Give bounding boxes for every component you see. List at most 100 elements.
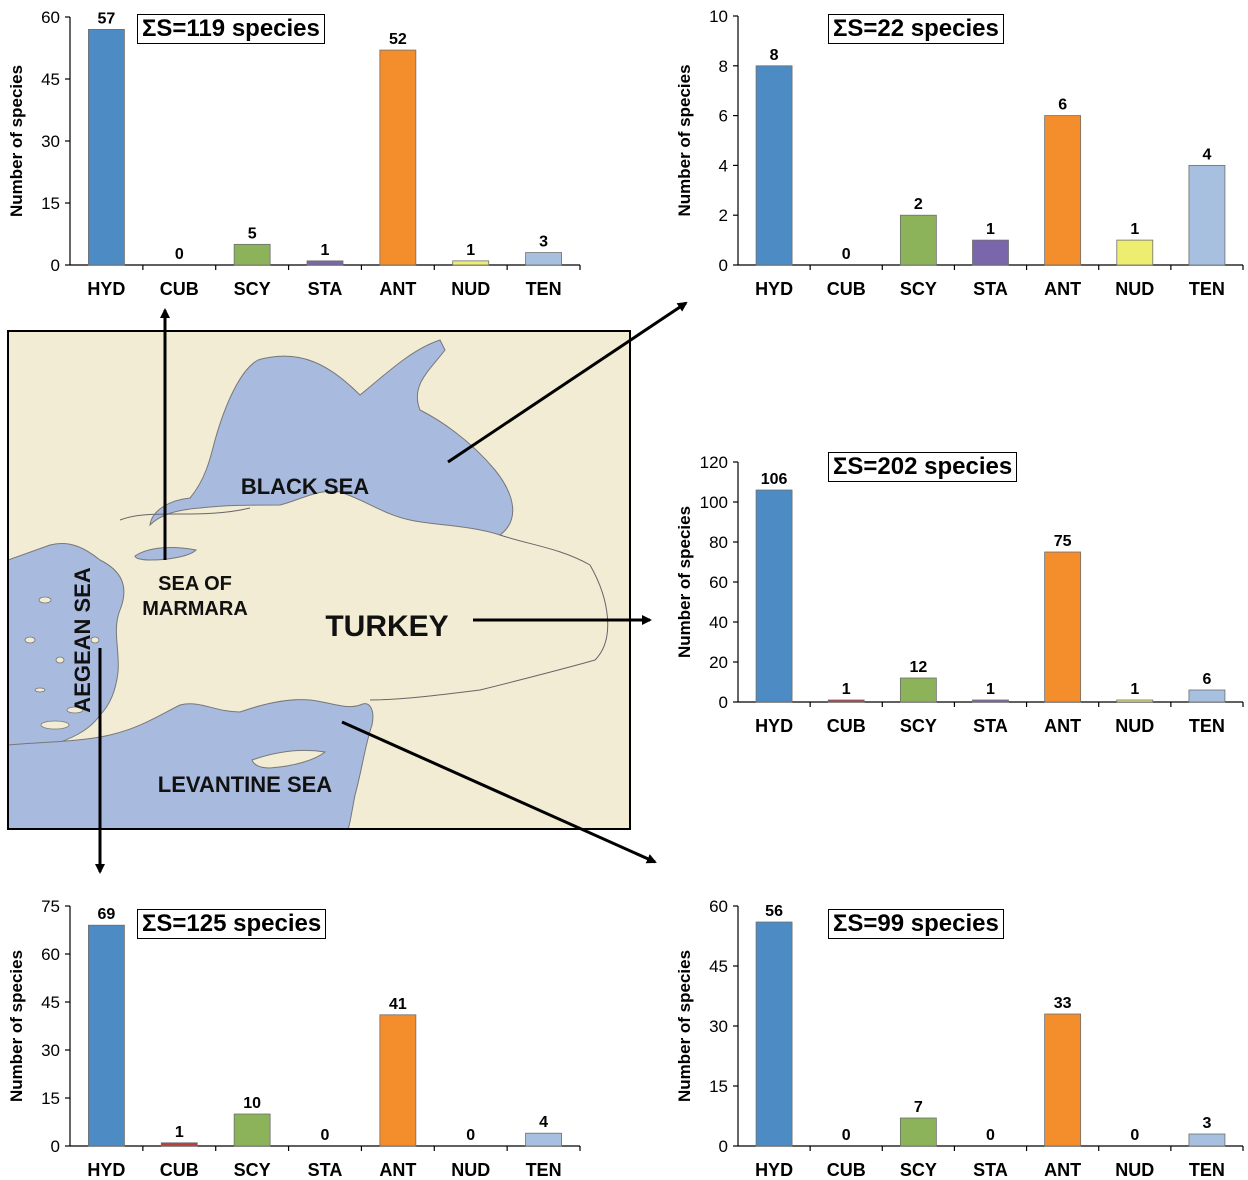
x-tick-label: CUB (827, 279, 866, 299)
x-tick-label: CUB (160, 1160, 199, 1180)
x-tick-label: NUD (451, 279, 490, 299)
bar-value-label: 3 (539, 234, 548, 251)
bar-scy (900, 678, 936, 702)
bar-ant (380, 50, 416, 265)
bar-hyd (756, 66, 792, 265)
bar-value-label: 1 (1130, 681, 1139, 698)
bar-value-label: 0 (466, 1127, 475, 1144)
bar-value-label: 57 (98, 10, 116, 27)
y-tick-label: 75 (41, 897, 60, 916)
y-tick-label: 60 (709, 897, 728, 916)
y-tick-label: 30 (709, 1017, 728, 1036)
bar-value-label: 106 (761, 471, 788, 488)
bar-value-label: 41 (389, 996, 407, 1013)
y-axis-label: Number of species (7, 950, 26, 1102)
x-tick-label: ANT (1044, 716, 1081, 736)
y-axis-label: Number of species (675, 64, 694, 216)
bar-value-label: 0 (842, 246, 851, 263)
x-tick-label: CUB (827, 716, 866, 736)
bar-scy (234, 1114, 270, 1146)
bar-hyd (756, 922, 792, 1146)
bar-ant (1045, 116, 1081, 265)
bar-value-label: 10 (243, 1095, 261, 1112)
bar-value-label: 2 (914, 196, 923, 213)
bar-value-label: 69 (98, 906, 116, 923)
y-tick-label: 0 (719, 693, 728, 712)
x-tick-label: SCY (900, 716, 937, 736)
bar-value-label: 4 (539, 1114, 548, 1131)
bar-value-label: 4 (1202, 146, 1211, 163)
x-tick-label: SCY (900, 1160, 937, 1180)
bar-sta (307, 261, 343, 265)
y-tick-label: 8 (719, 57, 728, 76)
bar-value-label: 8 (770, 47, 779, 64)
y-tick-label: 45 (709, 957, 728, 976)
x-tick-label: NUD (1115, 1160, 1154, 1180)
bar-nud (1117, 240, 1153, 265)
y-tick-label: 10 (709, 7, 728, 26)
map-label-sea-of-marmara-1: SEA OF (158, 573, 232, 595)
bar-ant (380, 1015, 416, 1146)
bar-sta (973, 700, 1009, 702)
map-label-aegean-sea: AEGEAN SEA (70, 567, 95, 713)
x-tick-label: TEN (1189, 716, 1225, 736)
x-tick-label: HYD (87, 279, 125, 299)
bar-value-label: 6 (1058, 97, 1067, 114)
y-tick-label: 60 (41, 945, 60, 964)
map-label-sea-of-marmara-2: MARMARA (142, 598, 248, 620)
y-tick-label: 0 (719, 256, 728, 275)
x-tick-label: STA (973, 1160, 1008, 1180)
x-tick-label: CUB (160, 279, 199, 299)
y-tick-label: 60 (709, 573, 728, 592)
y-tick-label: 0 (719, 1137, 728, 1156)
x-tick-label: ANT (1044, 1160, 1081, 1180)
species-total-black-sea: ΣS=22 species (828, 14, 1004, 44)
y-tick-label: 45 (41, 993, 60, 1012)
bar-value-label: 3 (1202, 1115, 1211, 1132)
bar-ten (526, 253, 562, 265)
map-label-black-sea: BLACK SEA (241, 474, 369, 499)
bar-ant (1045, 552, 1081, 702)
x-tick-label: STA (973, 279, 1008, 299)
y-tick-label: 100 (700, 493, 728, 512)
x-tick-label: SCY (900, 279, 937, 299)
bar-value-label: 5 (248, 225, 257, 242)
bar-value-label: 1 (321, 242, 330, 259)
map-label-levantine-sea: LEVANTINE SEA (158, 772, 333, 797)
x-tick-label: ANT (379, 1160, 416, 1180)
bar-value-label: 0 (321, 1127, 330, 1144)
x-tick-label: STA (973, 716, 1008, 736)
bar-value-label: 1 (466, 242, 475, 259)
bar-value-label: 12 (909, 659, 927, 676)
bar-ant (1045, 1014, 1081, 1146)
y-tick-label: 60 (41, 8, 60, 27)
bar-value-label: 1 (986, 221, 995, 238)
y-axis-label: Number of species (7, 65, 26, 217)
y-tick-label: 4 (719, 156, 728, 175)
y-tick-label: 30 (41, 132, 60, 151)
y-tick-label: 0 (51, 256, 60, 275)
bar-value-label: 0 (842, 1127, 851, 1144)
y-tick-label: 6 (719, 107, 728, 126)
bar-value-label: 1 (175, 1124, 184, 1141)
bar-value-label: 75 (1054, 533, 1072, 550)
chart-sea-of-marmara: 015304560Number of species57HYD0CUB5SCY1… (0, 0, 600, 310)
x-tick-label: NUD (451, 1160, 490, 1180)
x-tick-label: TEN (1189, 1160, 1225, 1180)
y-tick-label: 2 (719, 206, 728, 225)
species-total-aegean: ΣS=125 species (137, 909, 326, 939)
y-tick-label: 40 (709, 613, 728, 632)
y-tick-label: 15 (41, 1089, 60, 1108)
bar-nud (453, 261, 489, 265)
chart-turkey: 020406080100120Number of species106HYD1C… (660, 446, 1248, 746)
bar-scy (900, 215, 936, 265)
x-tick-label: NUD (1115, 716, 1154, 736)
bar-value-label: 0 (1130, 1127, 1139, 1144)
bar-hyd (88, 29, 124, 265)
bar-value-label: 6 (1202, 671, 1211, 688)
bar-cub (161, 1143, 197, 1146)
bar-scy (234, 244, 270, 265)
y-tick-label: 0 (51, 1137, 60, 1156)
species-total-levantine: ΣS=99 species (828, 909, 1004, 939)
bar-ten (1189, 165, 1225, 265)
